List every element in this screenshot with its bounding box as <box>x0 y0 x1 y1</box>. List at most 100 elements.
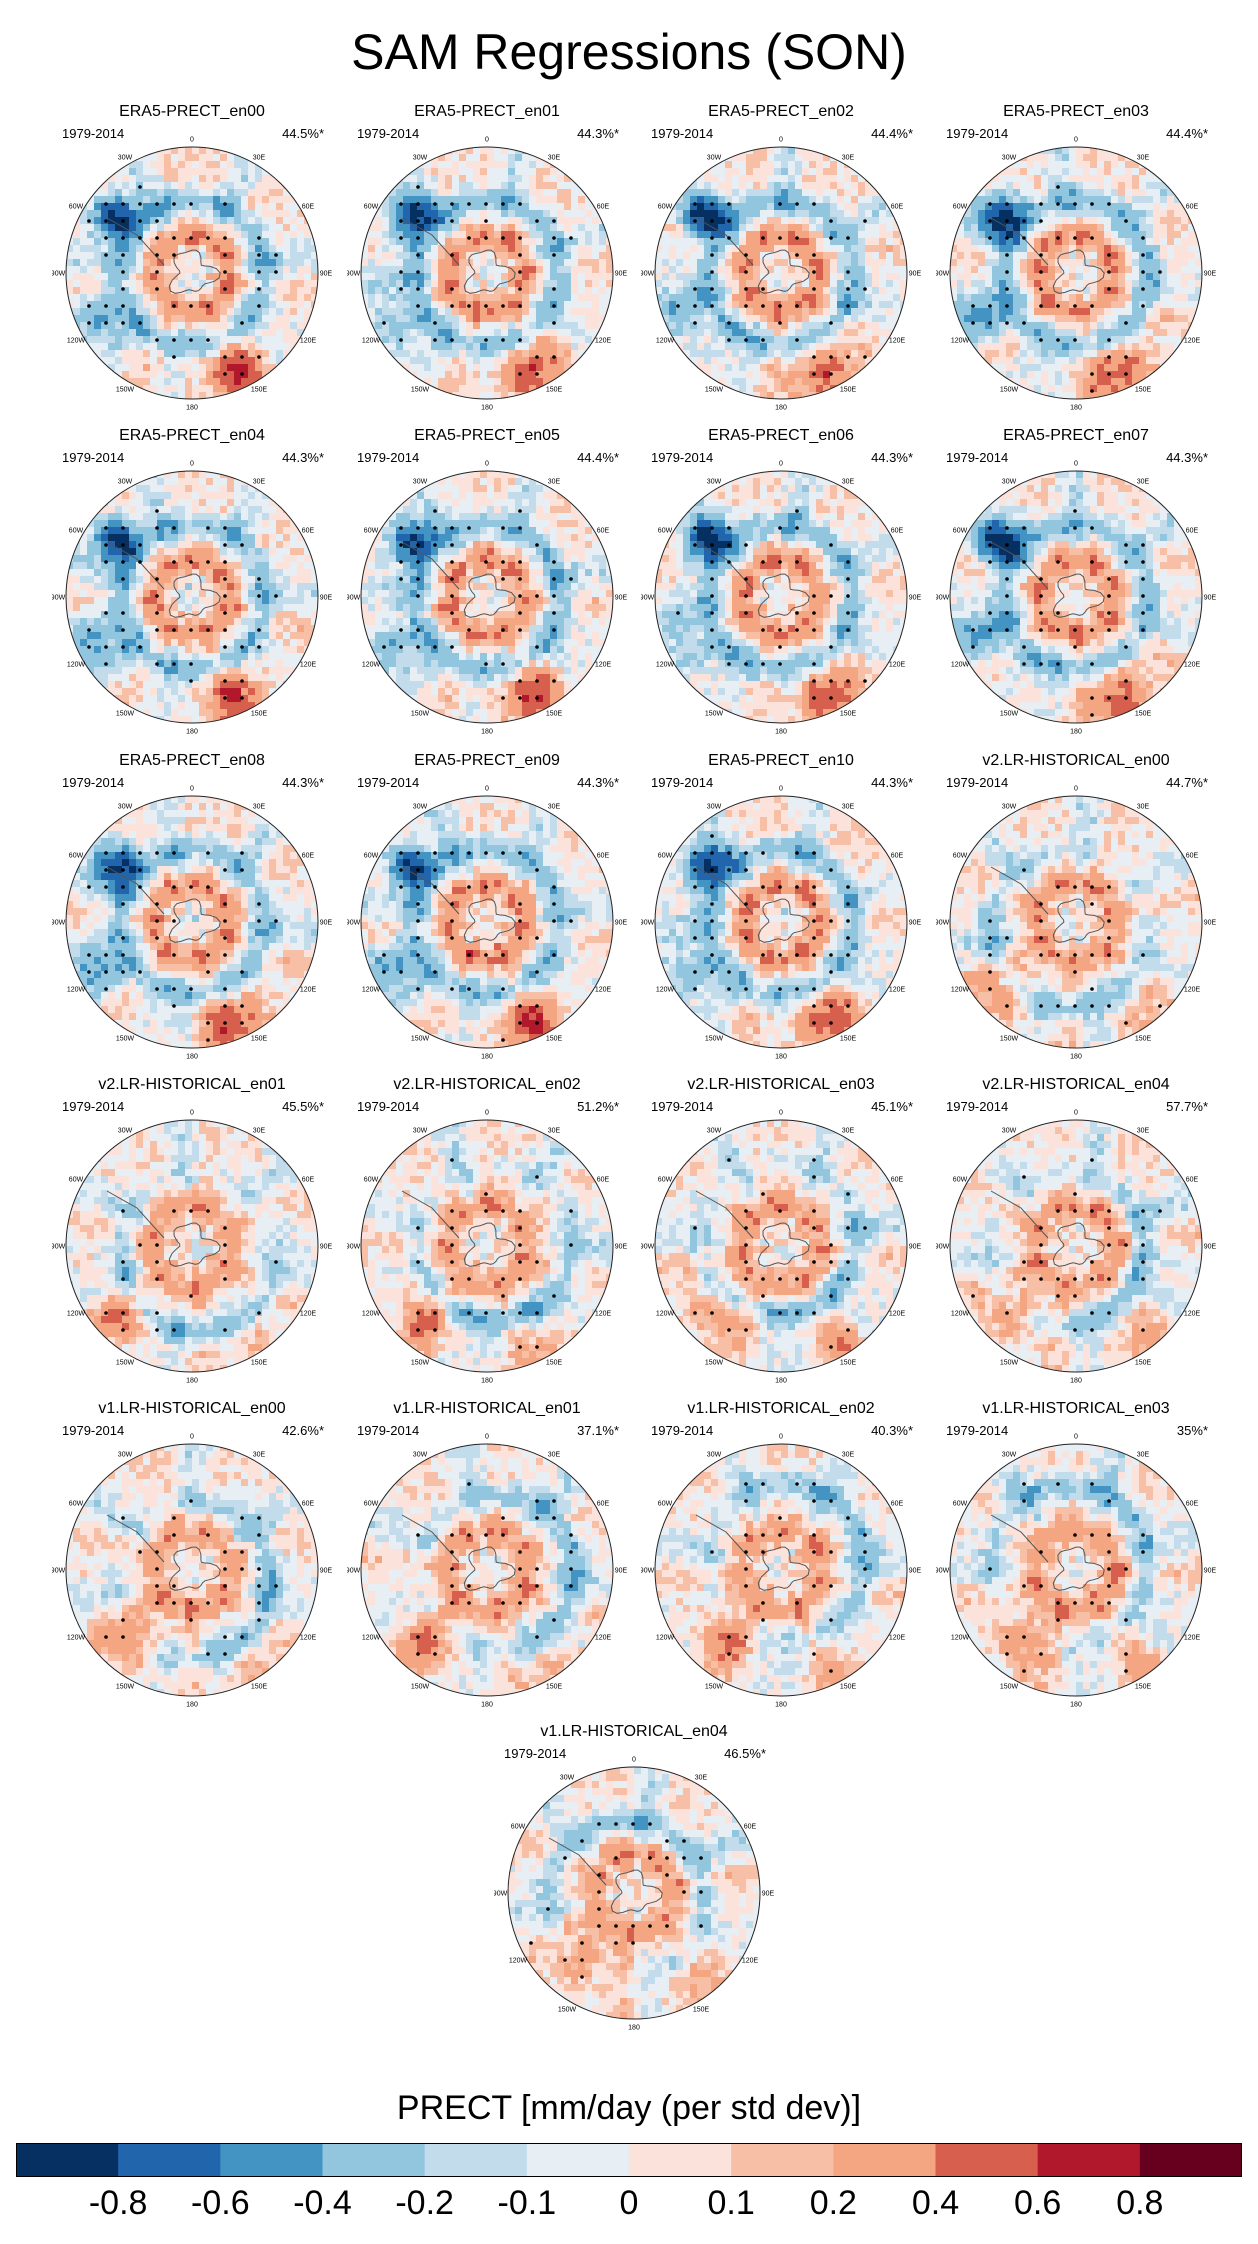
polar-map: 0 30E 60E 90E 120E 150E 180 150W 120W 90W 60W 30W <box>347 1110 627 1385</box>
significance-stippling <box>382 851 573 1042</box>
map-boundary <box>654 1443 908 1697</box>
panel-period: 1979-2014 <box>62 451 124 465</box>
polar-map: 0 30E 60E 90E 120E 150E 180 150W 120W 90W 60W 30W <box>641 1110 921 1385</box>
antarctica-coastline <box>463 1546 516 1591</box>
antarctica-coastline <box>757 249 810 294</box>
longitude-label: 120W <box>951 338 970 345</box>
longitude-label: 120W <box>951 987 970 994</box>
longitude-label: 150E <box>1135 1036 1152 1043</box>
precip-field <box>361 147 613 399</box>
longitude-label: 30E <box>1137 479 1150 486</box>
panel-title: ERA5-PRECT_en08 <box>42 752 342 770</box>
longitude-label: 90W <box>936 920 950 927</box>
map-boundary <box>949 795 1203 1049</box>
peninsula-coastline <box>106 1190 165 1239</box>
polar-map: 0 30E 60E 90E 120E 150E 180 150W 120W 90W 60W 30W <box>936 1110 1216 1385</box>
panel-period: 1979-2014 <box>62 776 124 790</box>
antarctica-coastline <box>1052 1546 1105 1591</box>
peninsula-coastline <box>401 866 460 915</box>
longitude-label: 150E <box>840 1360 857 1367</box>
colorbar-swatch <box>833 2143 936 2177</box>
panel-period: 1979-2014 <box>651 776 713 790</box>
panel-variance-percent: 44.3%* <box>871 776 913 790</box>
peninsula-coastline <box>401 1190 460 1239</box>
longitude-label: 120E <box>1184 987 1201 994</box>
peninsula-coastline <box>990 1514 1049 1563</box>
longitude-label: 120E <box>1184 1311 1201 1318</box>
panel-period: 1979-2014 <box>357 776 419 790</box>
longitude-label: 150W <box>116 1684 135 1691</box>
longitude-label: 0 <box>190 1110 194 1117</box>
longitude-label: 30E <box>842 1128 855 1135</box>
longitude-label: 150E <box>1135 711 1152 718</box>
longitude-label: 90W <box>641 1244 655 1251</box>
longitude-label: 90E <box>320 271 332 278</box>
map-panel: v1.LR-HISTORICAL_en00 1979-2014 42.6%* 0 30E… <box>42 1400 342 1709</box>
panel-title: v1.LR-HISTORICAL_en04 <box>484 1723 784 1741</box>
longitude-label: 90W <box>52 595 66 602</box>
map-panel: v2.LR-HISTORICAL_en02 1979-2014 51.2%* 0 30E… <box>337 1076 637 1385</box>
longitude-label: 30E <box>253 1128 266 1135</box>
precip-field <box>950 796 1202 1048</box>
antarctica-coastline <box>168 898 221 943</box>
longitude-label: 60E <box>891 528 904 535</box>
map-panel: ERA5-PRECT_en03 1979-2014 44.4%* 0 30E 60E 90E… <box>926 103 1226 412</box>
peninsula-coastline <box>695 1514 754 1563</box>
map-panel: v2.LR-HISTORICAL_en00 1979-2014 44.7%* 0 30E… <box>926 752 1226 1061</box>
longitude-label: 120E <box>595 1311 612 1318</box>
peninsula-coastline <box>990 217 1049 266</box>
longitude-label: 90E <box>1204 920 1216 927</box>
panel-variance-percent: 44.3%* <box>871 451 913 465</box>
peninsula-coastline <box>401 541 460 590</box>
longitude-label: 180 <box>1070 1378 1082 1385</box>
longitude-label: 180 <box>481 1054 493 1061</box>
longitude-label: 150E <box>251 1036 268 1043</box>
panel-period: 1979-2014 <box>946 451 1008 465</box>
longitude-label: 120E <box>742 1958 759 1965</box>
longitude-label: 120W <box>362 987 381 994</box>
panel-period: 1979-2014 <box>504 1747 566 1761</box>
longitude-label: 30W <box>1002 479 1017 486</box>
longitude-label: 150W <box>116 1036 135 1043</box>
antarctica-coastline <box>463 573 516 618</box>
longitude-label: 60W <box>658 1501 673 1508</box>
panel-variance-percent: 37.1%* <box>577 1424 619 1438</box>
longitude-label: 180 <box>1070 729 1082 736</box>
significance-stippling <box>104 1209 278 1332</box>
panel-title: v2.LR-HISTORICAL_en02 <box>337 1076 637 1094</box>
panel-variance-percent: 44.4%* <box>1166 127 1208 141</box>
panel-variance-percent: 44.3%* <box>1166 451 1208 465</box>
longitude-label: 120W <box>656 338 675 345</box>
panel-title: v1.LR-HISTORICAL_en02 <box>631 1400 931 1418</box>
colorbar-tick-label: 0 <box>620 2183 639 2223</box>
longitude-label: 90E <box>615 920 627 927</box>
panel-variance-percent: 44.3%* <box>282 451 324 465</box>
longitude-label: 90W <box>936 1244 950 1251</box>
precip-field <box>66 1120 318 1372</box>
longitude-label: 180 <box>775 1702 787 1709</box>
longitude-label: 30E <box>1137 804 1150 811</box>
map-boundary <box>654 470 908 724</box>
longitude-label: 60E <box>1186 1177 1199 1184</box>
longitude-label: 150E <box>1135 1360 1152 1367</box>
longitude-label: 30W <box>413 804 428 811</box>
polar-map: 0 30E 60E 90E 120E 150E 180 150W 120W 90W 60W 30W <box>641 1434 921 1709</box>
longitude-label: 120W <box>951 662 970 669</box>
antarctica-coastline <box>168 1546 221 1591</box>
longitude-label: 150E <box>251 387 268 394</box>
longitude-label: 90E <box>762 1891 774 1898</box>
longitude-label: 60E <box>1186 1501 1199 1508</box>
longitude-label: 180 <box>628 2025 640 2032</box>
longitude-label: 120E <box>1184 662 1201 669</box>
longitude-label: 30W <box>118 479 133 486</box>
antarctica-coastline <box>168 573 221 618</box>
panel-title: ERA5-PRECT_en02 <box>631 103 931 121</box>
longitude-label: 90E <box>909 1244 921 1251</box>
antarctica-coastline <box>463 1222 516 1267</box>
map-panel: v2.LR-HISTORICAL_en03 1979-2014 45.1%* 0 30E… <box>631 1076 931 1385</box>
longitude-label: 150W <box>705 1360 724 1367</box>
significance-stippling <box>416 1158 573 1349</box>
panel-period: 1979-2014 <box>62 1424 124 1438</box>
precip-field <box>361 1120 613 1372</box>
longitude-label: 150W <box>558 2007 577 2014</box>
